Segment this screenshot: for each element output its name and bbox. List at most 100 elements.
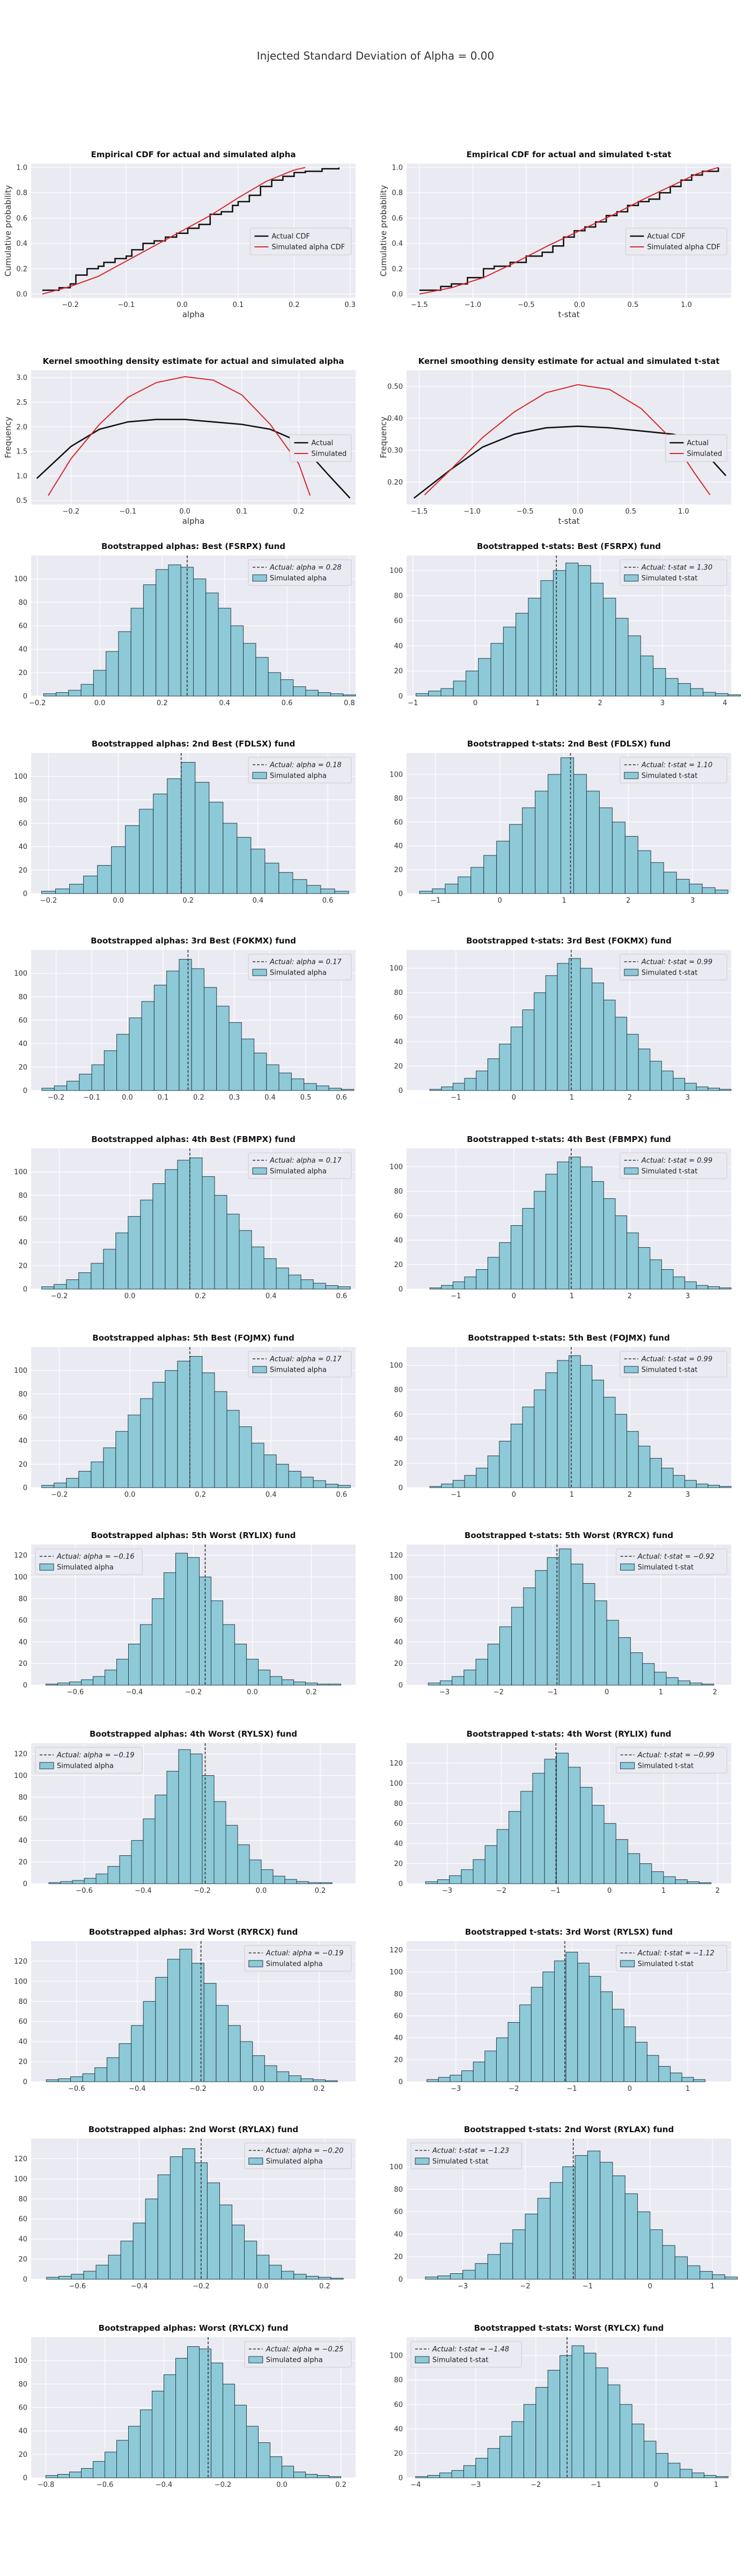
histogram-bar: [654, 1672, 667, 1686]
subplot-title: Bootstrapped alphas: Best (FSRPX) fund: [101, 541, 285, 551]
histogram-bar: [631, 2424, 645, 2478]
legend: Actual: alpha = 0.17 Simulated alpha: [248, 1351, 352, 1378]
subplot-title: Bootstrapped alphas: 5th Best (FOJMX) fu…: [92, 1333, 294, 1343]
x-tick-label: −0.2: [189, 2085, 207, 2093]
y-tick-label: 20: [394, 866, 403, 874]
histogram-bar: [232, 2224, 245, 2280]
y-tick-label: 120: [389, 1760, 403, 1768]
histogram-bar: [438, 2077, 451, 2082]
y-tick-label: 40: [18, 2038, 27, 2046]
x-tick-label: 0.2: [306, 1688, 317, 1696]
histogram-bar: [676, 879, 690, 894]
histogram-bar: [520, 1791, 533, 1884]
histogram-bar: [510, 1424, 523, 1488]
histogram-bar: [708, 1484, 720, 1488]
legend: Actual Simulated: [665, 434, 727, 462]
histogram-bar: [487, 1455, 500, 1488]
legend-box: [616, 1548, 727, 1575]
histogram-bar: [153, 985, 167, 1091]
histogram-bar: [449, 1875, 462, 1884]
y-tick-label: 60: [18, 1414, 27, 1422]
histogram-bar: [119, 1855, 132, 1884]
histogram-bar: [475, 2458, 488, 2478]
x-tick-label: 2: [713, 1688, 717, 1696]
histogram-bar: [484, 2051, 497, 2082]
histogram-bar: [696, 1086, 709, 1091]
histogram-bar: [320, 1882, 333, 1884]
x-tick-label: 0.0: [257, 2282, 269, 2290]
histogram-bar: [82, 2073, 95, 2082]
subplot-title: Bootstrapped alphas: Worst (RYLCX) fund: [99, 2323, 289, 2333]
y-tick-label: 80: [394, 2186, 403, 2194]
y-tick-label: 0: [23, 890, 27, 898]
legend-box: [616, 1945, 727, 1972]
legend-label-simulated: Simulated alpha: [270, 1168, 327, 1176]
histogram-bar: [612, 822, 625, 894]
histogram-bar: [496, 840, 510, 894]
x-tick-label: 1: [562, 897, 566, 905]
histogram-bar: [106, 651, 119, 697]
y-tick-label: 120: [14, 1958, 27, 1966]
histogram-bar: [548, 774, 562, 894]
histogram-bar: [305, 2473, 318, 2478]
y-tick-label: 80: [394, 795, 403, 803]
legend-label-actual: Actual: t-stat = −1.48: [432, 2346, 509, 2354]
histogram-bar: [276, 1268, 289, 1290]
histogram-bar: [115, 1431, 129, 1488]
histogram-bar: [600, 1991, 613, 2082]
histogram-bar: [658, 2066, 671, 2082]
histogram-bar: [46, 2079, 59, 2082]
histogram-bar: [306, 2275, 319, 2280]
histogram-bar: [615, 1414, 628, 1488]
y-tick-label: 0: [23, 693, 27, 701]
series-line-2: [42, 167, 306, 295]
histogram-bar: [670, 2073, 682, 2082]
histogram-bar: [55, 888, 70, 894]
histogram-bar: [116, 1659, 129, 1686]
y-tick-label: 60: [394, 2208, 403, 2216]
y-tick-label: 0: [399, 2475, 403, 2483]
histogram-bar: [94, 2067, 107, 2082]
histogram-bar: [278, 1072, 292, 1091]
legend-label-actual: Actual: t-stat = −0.99: [637, 1752, 715, 1760]
histogram-bar: [288, 1275, 301, 1290]
legend-label-actual: Actual: alpha = 0.18: [269, 762, 342, 770]
x-tick-label: 1: [661, 1887, 666, 1895]
legend: Actual: alpha = −0.25 Simulated alpha: [244, 2341, 352, 2368]
histogram-bar: [41, 1286, 55, 1290]
legend-box: [620, 954, 727, 980]
x-tick-label: 0.2: [157, 699, 168, 707]
subplot-2: −1.5 −1.0 −0.5 0.0 0.5 1.0 0.0 0.2 0.4 0.6 0.8 1.0 E…: [379, 150, 731, 319]
histogram-bar: [293, 2274, 307, 2280]
y-tick-label: 0: [23, 1880, 27, 1889]
histogram-bar: [440, 688, 454, 697]
histogram-bar: [516, 613, 529, 697]
y-tick-label: 80: [394, 989, 403, 997]
subplot-title: Kernel smoothing density estimate for ac…: [418, 356, 720, 366]
series-line-1: [42, 167, 340, 291]
y-tick-label: 100: [389, 1574, 403, 1582]
histogram-bar: [66, 1081, 80, 1091]
histogram-bar: [673, 1475, 686, 1488]
histogram-bar: [78, 1272, 92, 1290]
histogram-bar: [228, 2025, 241, 2082]
histogram-bar: [535, 1570, 548, 1686]
legend-box: [248, 757, 352, 784]
legend-label-actual: Actual: alpha = 0.17: [269, 958, 342, 967]
histogram-bar: [712, 2274, 725, 2280]
x-tick-label: −1: [583, 2282, 593, 2290]
histogram-bar: [587, 2150, 601, 2280]
histogram-bar: [166, 1770, 179, 1884]
histogram-bar: [661, 1269, 674, 1290]
histogram-bar: [689, 883, 703, 894]
histogram-bar: [182, 2148, 195, 2280]
y-axis-label: Frequency: [3, 416, 13, 458]
histogram-bar: [537, 2198, 551, 2280]
histogram-bar: [615, 618, 629, 697]
subplot-title: Bootstrapped t-stats: 3rd Worst (RYLSX) …: [465, 1927, 673, 1937]
legend-label-simulated: Simulated t-stat: [638, 1564, 694, 1572]
histogram-bar: [230, 625, 244, 697]
histogram-bar: [167, 1959, 180, 2082]
